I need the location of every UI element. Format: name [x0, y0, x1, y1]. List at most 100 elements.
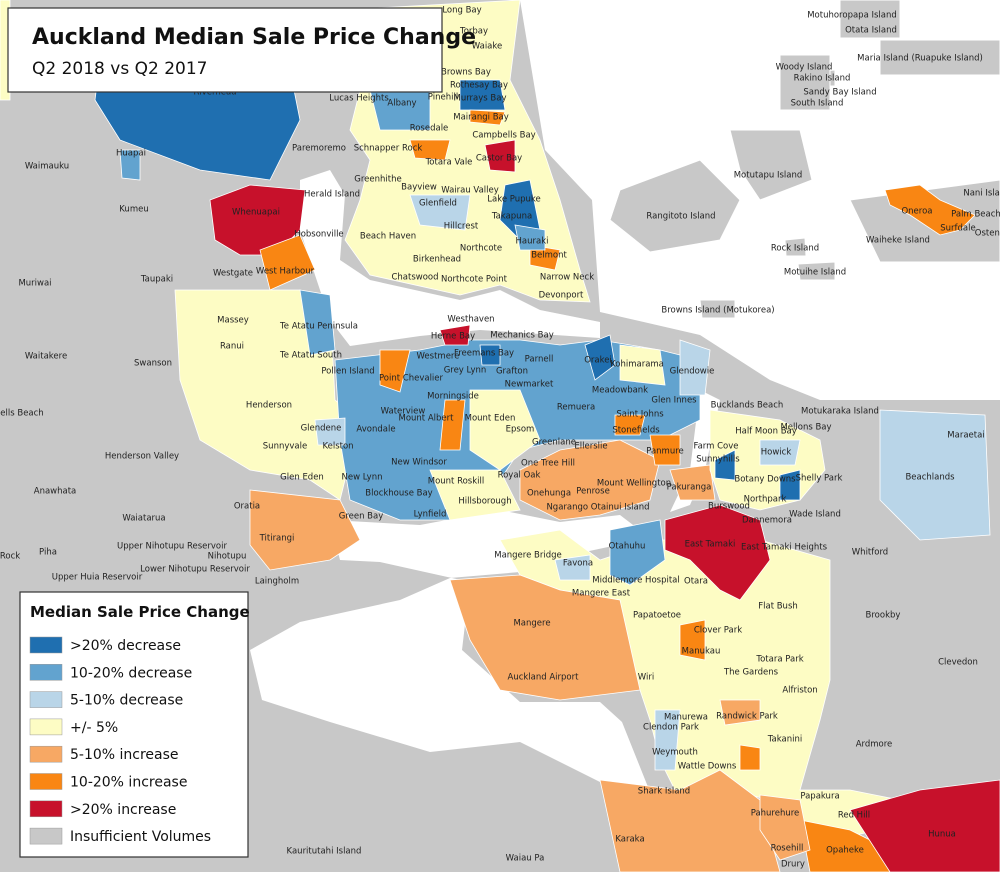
suburb-area	[679, 339, 711, 396]
place-label: Manurewa	[664, 713, 708, 723]
place-label: Pakuranga	[667, 483, 712, 493]
place-label: Flat Bush	[758, 602, 798, 612]
place-label: Castor Bay	[476, 154, 522, 164]
place-label: Grafton	[496, 367, 528, 377]
suburb-area	[619, 344, 666, 386]
place-label: Waimauku	[25, 162, 69, 172]
suburb-area	[614, 414, 646, 436]
place-label: Oneroa	[901, 207, 932, 217]
place-label: Saint Johns	[616, 410, 664, 420]
place-label: Surfdale	[940, 224, 975, 234]
suburb-area	[484, 139, 516, 173]
island	[729, 129, 813, 201]
place-label: Favona	[563, 559, 593, 569]
place-label: Kelston	[322, 442, 353, 452]
title: Auckland Median Sale Price Change	[32, 25, 476, 50]
place-label: Anawhata	[34, 487, 77, 497]
place-label: Waitakere	[25, 352, 67, 362]
legend-label: Insufficient Volumes	[70, 829, 211, 845]
place-label: Orakei	[584, 356, 612, 366]
place-label: New Lynn	[341, 473, 382, 483]
island	[784, 237, 807, 257]
island	[779, 54, 831, 111]
legend-label: 10-20% increase	[70, 775, 187, 791]
place-label: Laingholm	[255, 577, 299, 587]
island	[609, 159, 741, 253]
place-label: Morningside	[427, 392, 479, 402]
place-label: Hauraki	[516, 237, 549, 247]
place-label: Sunnyvale	[263, 442, 307, 452]
suburb-area	[299, 289, 336, 356]
place-label: Burswood	[708, 502, 750, 512]
legend-swatch	[29, 745, 63, 763]
suburb-area	[519, 439, 661, 521]
place-label: Lynfield	[414, 510, 447, 520]
place-label: Lucas Heights	[329, 94, 389, 104]
suburb-area	[669, 464, 716, 501]
sea	[300, 170, 600, 346]
legend-swatch	[29, 800, 63, 818]
place-label: Hillsborough	[458, 497, 511, 507]
place-label: Titirangi	[259, 534, 295, 544]
suburb-area	[469, 389, 541, 471]
place-label: Nihotupu	[208, 552, 247, 562]
place-label: Ranui	[220, 342, 244, 352]
legend-swatch	[29, 636, 63, 654]
place-label: Glenfield	[419, 199, 457, 209]
place-label: Beach Haven	[360, 232, 416, 242]
place-label: Westmere	[417, 352, 460, 362]
place-label: Westgate	[213, 269, 253, 279]
place-label: Clevedon	[938, 658, 978, 668]
place-label: Mount Albert	[399, 414, 455, 424]
place-label: Farm Cove	[693, 442, 738, 452]
place-label: Alfriston	[782, 686, 817, 696]
place-label: Onehunga	[527, 489, 571, 499]
place-label: The Gardens	[723, 668, 779, 678]
suburb-area	[719, 699, 761, 726]
place-label: Northcote Point	[441, 275, 508, 285]
place-label: Huapai	[116, 149, 146, 159]
place-label: Bucklands Beach	[711, 401, 784, 411]
suburb-area	[584, 334, 616, 381]
place-label: Paremoremo	[292, 144, 346, 154]
place-label: Freemans Bay	[454, 349, 514, 359]
place-label: Whenuapai	[232, 208, 280, 218]
place-label: Totara Park	[755, 655, 803, 665]
suburb-area	[649, 434, 681, 466]
place-label: Motuihe Island	[784, 268, 846, 278]
island	[699, 299, 736, 319]
place-label: Taupaki	[140, 275, 173, 285]
legend-label: +/- 5%	[70, 720, 118, 736]
suburb-area	[879, 409, 991, 541]
place-label: Shelly Park	[796, 474, 843, 484]
place-label: Motukaraka Island	[801, 407, 879, 417]
place-label: Motuhoropapa Island	[807, 11, 897, 21]
place-label: Green Bay	[339, 512, 384, 522]
place-label: Greenlane	[532, 438, 576, 448]
place-label: Rothesay Bay	[450, 81, 508, 91]
place-label: Waiake	[472, 42, 503, 52]
place-label: Clendon Park	[643, 723, 699, 733]
place-label: Browns Bay	[441, 68, 491, 78]
place-label: Pinehill	[428, 93, 458, 103]
place-label: Mangere Bridge	[494, 551, 562, 561]
place-label: Albany	[387, 99, 416, 109]
subtitle: Q2 2018 vs Q2 2017	[32, 59, 207, 79]
suburb-area	[409, 139, 451, 161]
place-label: One Tree Hill	[521, 459, 575, 469]
suburb-area	[449, 574, 641, 701]
suburb-area	[379, 349, 411, 393]
legend-swatch	[29, 664, 63, 681]
place-label: Ngarango Otainui Island	[546, 503, 649, 513]
suburb-area	[759, 794, 811, 861]
place-label: Papatoetoe	[633, 611, 681, 621]
place-label: Mechanics Bay	[490, 331, 553, 341]
suburb-area	[429, 469, 521, 521]
place-label: Howick	[761, 448, 792, 458]
suburb-area	[679, 619, 706, 661]
place-label: Hobsonville	[294, 230, 343, 240]
place-label: Beachlands	[905, 473, 955, 483]
place-label: Maria Island (Ruapuke Island)	[857, 54, 983, 64]
place-label: Wairau Valley	[441, 186, 499, 196]
